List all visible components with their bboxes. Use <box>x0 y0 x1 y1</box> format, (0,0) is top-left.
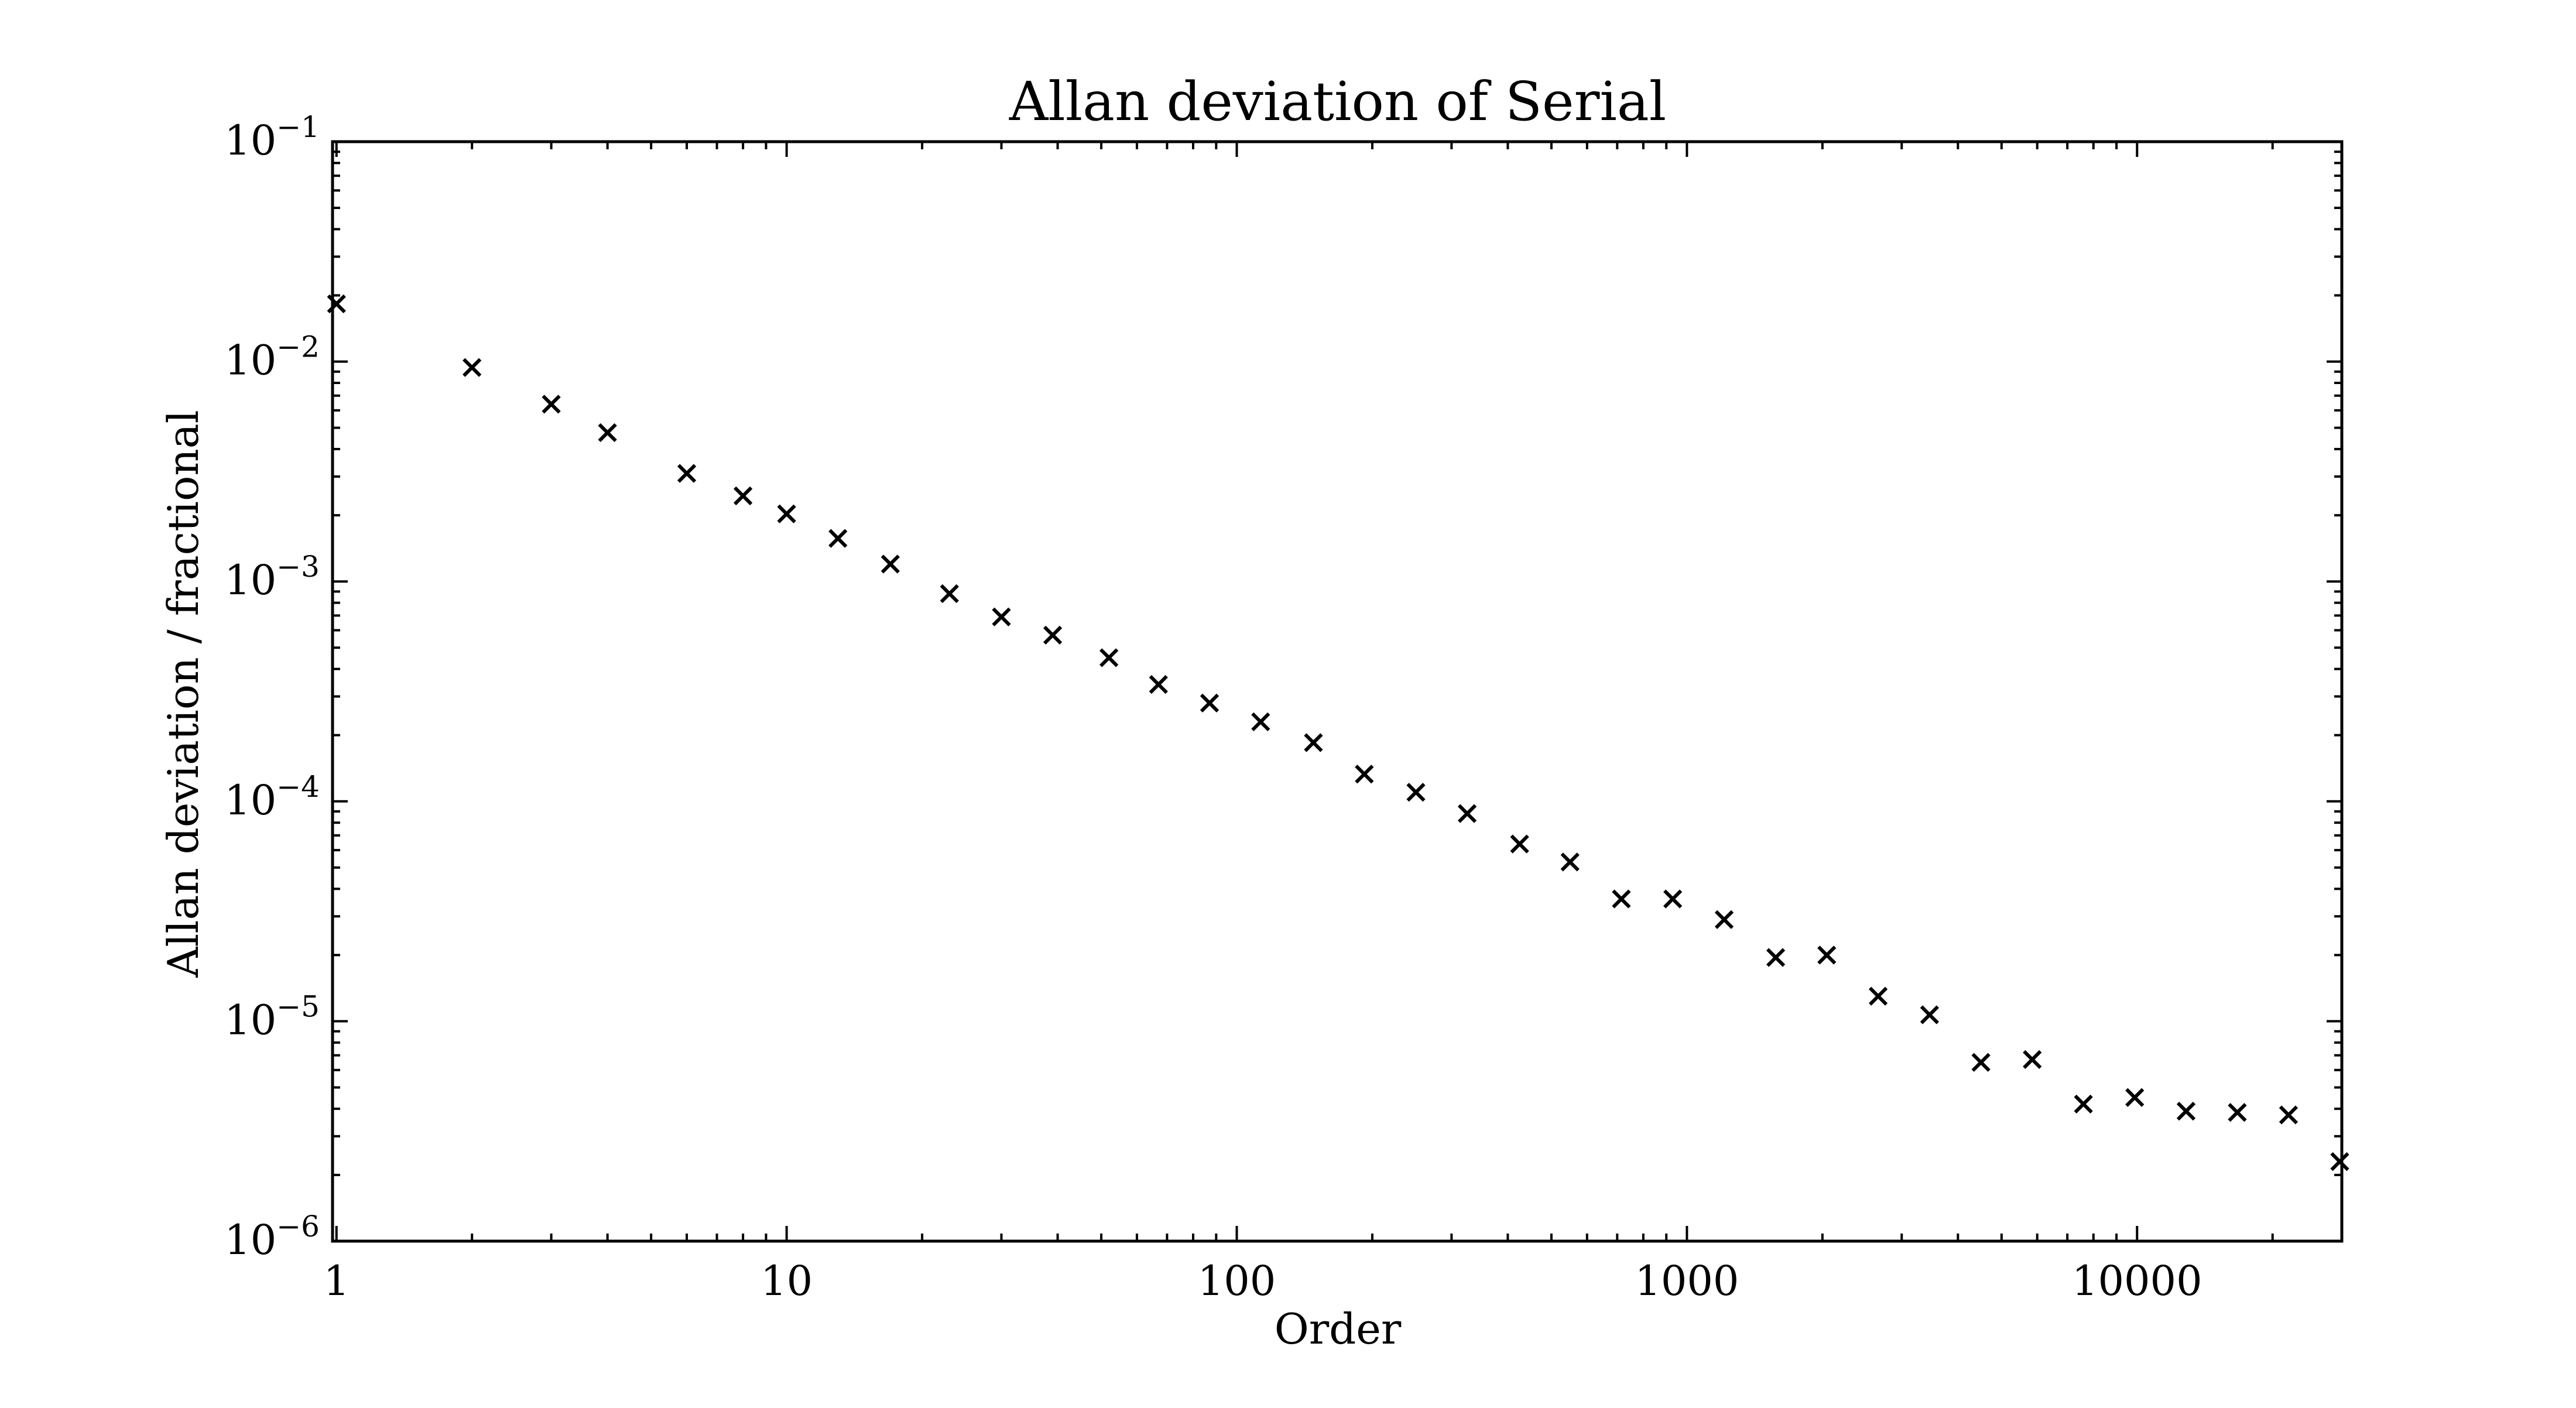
data-point-marker <box>1560 852 1580 872</box>
data-point-marker <box>1149 675 1168 694</box>
data-point-marker <box>1920 1005 1940 1025</box>
data-point-marker <box>1766 948 1786 967</box>
data-point-marker <box>1817 945 1837 965</box>
data-point-marker <box>2176 1101 2196 1121</box>
data-point-marker <box>1355 765 1374 784</box>
data-point-marker <box>733 486 753 506</box>
data-point-marker <box>1510 834 1529 854</box>
data-point-marker <box>777 504 796 523</box>
x-tick-label: 100 <box>1198 1257 1276 1305</box>
data-point-marker <box>1406 783 1426 802</box>
y-axis-label: Allan deviation / fractional <box>159 410 208 978</box>
y-tick-label: 10−5 <box>224 989 320 1044</box>
data-point-marker <box>1304 733 1323 752</box>
data-point-marker <box>1200 693 1220 712</box>
data-point-marker <box>1457 804 1477 823</box>
data-point-marker <box>463 358 482 377</box>
data-point-marker <box>2330 1152 2349 1171</box>
data-point-marker <box>327 294 346 314</box>
data-point-marker <box>992 607 1011 626</box>
chart-title: Allan deviation of Serial <box>1009 70 1666 133</box>
data-point-marker <box>2023 1050 2042 1069</box>
x-tick-label: 1000 <box>1635 1257 1739 1305</box>
data-point-marker <box>1043 625 1063 645</box>
data-point-marker <box>677 464 697 483</box>
y-tick-label: 10−3 <box>224 550 320 604</box>
y-tick-label: 10−4 <box>224 770 320 824</box>
data-point-marker <box>1971 1053 1991 1072</box>
data-point-marker <box>1714 910 1734 929</box>
data-point-marker <box>1099 648 1119 667</box>
plot-frame <box>331 140 2344 1243</box>
data-points <box>327 294 2349 1171</box>
data-point-marker <box>881 554 900 574</box>
x-tick-label: 10000 <box>2072 1257 2202 1305</box>
x-axis-label: Order <box>1275 1304 1402 1354</box>
data-point-marker <box>1868 986 1888 1006</box>
data-point-marker <box>2279 1105 2298 1125</box>
x-tick-label: 10 <box>761 1257 813 1305</box>
data-point-marker <box>1612 889 1631 909</box>
data-point-marker <box>542 395 561 414</box>
y-tick-label: 10−1 <box>224 110 320 165</box>
data-point-marker <box>940 584 959 604</box>
data-point-marker <box>828 529 848 548</box>
data-point-marker <box>2228 1102 2247 1122</box>
data-point-marker <box>1251 712 1270 732</box>
data-point-marker <box>1663 889 1683 909</box>
y-tick-label: 10−6 <box>224 1210 320 1264</box>
data-point-marker <box>2074 1094 2093 1114</box>
y-tick-label: 10−2 <box>224 330 320 385</box>
data-point-marker <box>2125 1088 2145 1107</box>
x-tick-label: 1 <box>323 1257 350 1305</box>
tick-labels: 1 10 100 1000 10000 10−1 10−2 10−3 10−4 10−5 10−6 <box>224 110 2202 1305</box>
data-point-marker <box>598 423 617 443</box>
